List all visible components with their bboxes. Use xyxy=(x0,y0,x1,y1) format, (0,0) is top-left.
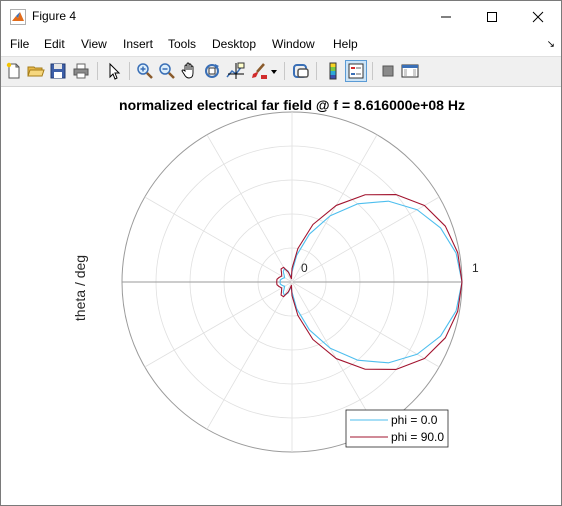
data-cursor-icon[interactable] xyxy=(225,61,245,81)
brush-icon[interactable] xyxy=(249,61,269,81)
polar-grid xyxy=(121,111,463,453)
menu-bar: File Edit View Insert Tools Desktop Wind… xyxy=(1,34,561,55)
toolbar-separator xyxy=(372,62,373,80)
polar-grid-spoke xyxy=(144,196,440,368)
series-line-0 xyxy=(279,200,463,364)
menu-desktop[interactable]: Desktop xyxy=(212,37,257,51)
series-line-1 xyxy=(276,194,463,370)
zoom-out-icon[interactable] xyxy=(157,61,177,81)
legend-box xyxy=(345,409,449,448)
minimize-button[interactable] xyxy=(423,1,469,32)
menu-file[interactable]: File xyxy=(10,37,30,51)
matlab-icon[interactable] xyxy=(10,9,26,25)
colorbar-icon[interactable] xyxy=(323,61,343,81)
window-title: Figure 4 xyxy=(32,9,77,23)
link-plot-icon[interactable] xyxy=(290,61,310,81)
zoom-in-icon[interactable] xyxy=(135,61,155,81)
toolbar-separator xyxy=(284,62,285,80)
data-series xyxy=(276,194,463,370)
legend-label-phi-0: phi = 0.0 xyxy=(391,413,438,427)
legend-icon[interactable] xyxy=(345,60,367,82)
close-button[interactable] xyxy=(515,1,561,32)
menu-edit[interactable]: Edit xyxy=(44,37,65,51)
show-plot-tools-icon[interactable] xyxy=(400,61,420,81)
brush-dropdown-icon[interactable] xyxy=(269,61,279,81)
figure-canvas[interactable]: normalized electrical far field @ f = 8.… xyxy=(1,87,561,505)
y-axis-label: theta / deg xyxy=(72,255,88,321)
save-icon[interactable] xyxy=(48,61,68,81)
maximize-button[interactable] xyxy=(469,1,515,32)
dock-arrow-icon[interactable]: ↘ xyxy=(546,39,555,50)
menu-view[interactable]: View xyxy=(81,37,107,51)
chart-title: normalized electrical far field @ f = 8.… xyxy=(119,97,465,113)
rotate-3d-icon[interactable] xyxy=(202,61,222,81)
open-file-icon[interactable] xyxy=(26,61,46,81)
hide-plot-tools-icon[interactable] xyxy=(378,61,398,81)
toolbar-separator xyxy=(129,62,130,80)
radial-tick-label: 1 xyxy=(472,261,479,275)
minimize-icon xyxy=(441,16,451,18)
pan-icon[interactable] xyxy=(179,61,199,81)
title-bar[interactable]: Figure 4 xyxy=(1,1,561,32)
figure-toolbar xyxy=(1,56,561,87)
pointer-icon[interactable] xyxy=(104,61,124,81)
close-icon xyxy=(532,11,544,23)
print-icon[interactable] xyxy=(71,61,91,81)
legend[interactable]: phi = 0.0 phi = 90.0 xyxy=(345,409,449,448)
maximize-icon xyxy=(487,12,497,22)
menu-insert[interactable]: Insert xyxy=(123,37,154,51)
menu-help[interactable]: Help xyxy=(333,37,358,51)
menu-tools[interactable]: Tools xyxy=(168,37,197,51)
legend-label-phi-90: phi = 90.0 xyxy=(391,430,444,444)
new-figure-icon[interactable] xyxy=(4,61,24,81)
polar-plot[interactable]: normalized electrical far field @ f = 8.… xyxy=(1,87,561,505)
toolbar-separator xyxy=(316,62,317,80)
toolbar-separator xyxy=(97,62,98,80)
menu-window[interactable]: Window xyxy=(272,37,315,51)
radial-tick-label: 0 xyxy=(301,261,308,275)
